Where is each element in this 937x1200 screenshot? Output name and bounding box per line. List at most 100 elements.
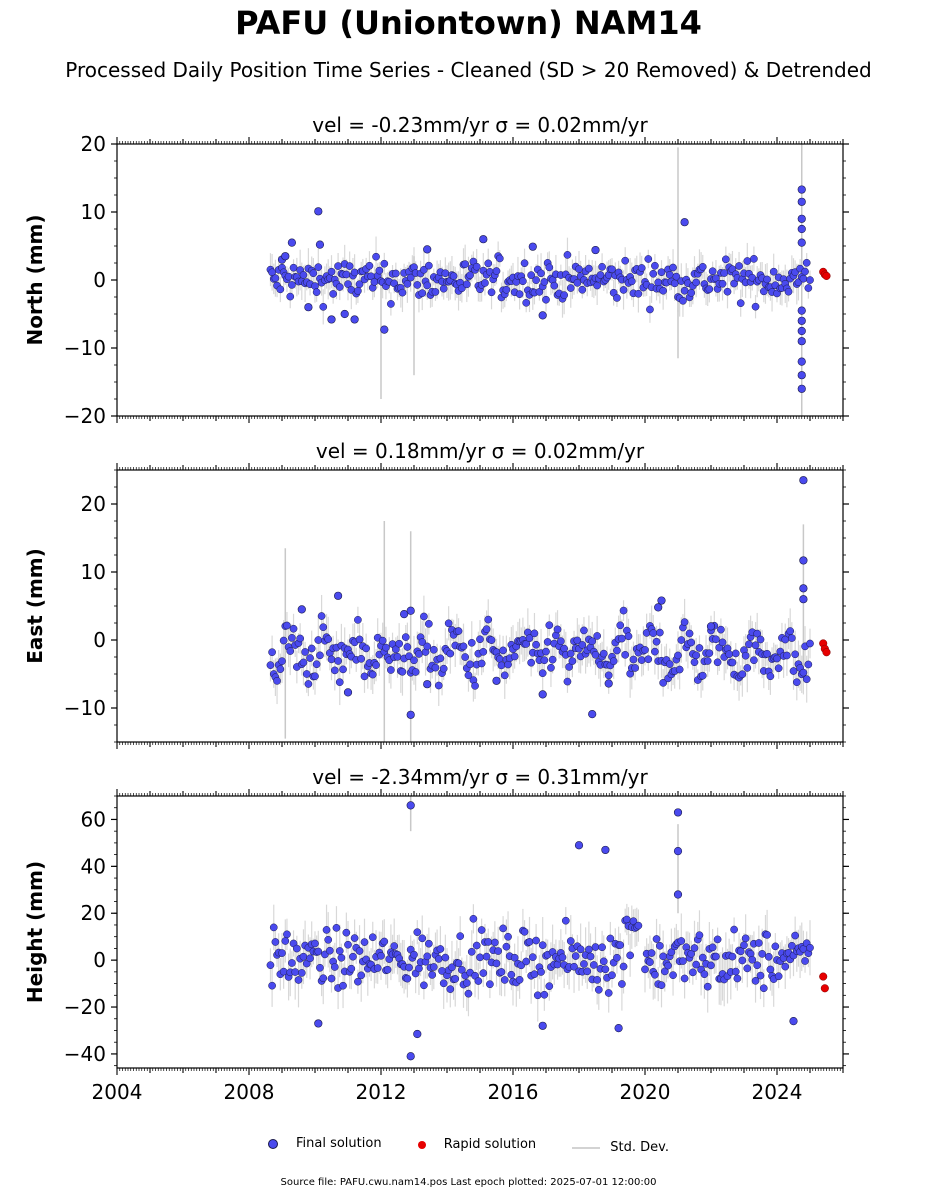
data-point: [484, 938, 493, 946]
data-point: [705, 285, 714, 293]
data-point: [665, 270, 674, 279]
data-point: [486, 980, 494, 989]
data-point: [418, 289, 427, 298]
outlier-point: [797, 384, 806, 393]
data-point: [637, 264, 646, 272]
data-point: [322, 926, 331, 934]
data-point: [736, 947, 745, 956]
data-point: [674, 651, 682, 660]
data-point: [446, 649, 455, 658]
data-point: [545, 263, 554, 272]
data-point: [299, 271, 308, 279]
rapid-solution-point: [822, 271, 831, 280]
data-point: [449, 272, 458, 280]
data-point: [441, 269, 450, 278]
data-point: [665, 660, 674, 668]
data-point: [283, 621, 291, 630]
plot-area: [266, 476, 831, 742]
y-tick-label: 40: [81, 854, 106, 878]
outlier-point: [604, 679, 613, 688]
data-point: [537, 269, 545, 278]
data-point: [382, 643, 390, 652]
data-point: [680, 618, 689, 626]
data-point: [477, 926, 486, 934]
outlier-point: [406, 710, 415, 719]
data-point: [439, 284, 448, 293]
data-point: [698, 263, 707, 271]
outlier-point: [492, 676, 501, 685]
outlier-point: [315, 240, 325, 249]
data-point: [349, 952, 357, 961]
outlier-point: [350, 315, 359, 324]
data-point: [342, 270, 351, 279]
data-point: [372, 661, 380, 669]
data-point: [616, 941, 625, 949]
std-dev-bars: [269, 521, 811, 742]
data-point: [420, 981, 428, 990]
data-point: [641, 965, 649, 974]
data-point: [784, 287, 793, 296]
data-point: [415, 650, 423, 658]
data-point: [395, 639, 403, 648]
data-point: [472, 941, 481, 950]
outlier-point: [797, 357, 806, 366]
data-point: [484, 259, 493, 268]
data-point: [487, 636, 496, 644]
data-point: [571, 952, 580, 960]
data-point: [335, 678, 344, 687]
data-point: [357, 971, 366, 980]
data-point: [461, 653, 469, 661]
y-tick-label: 0: [93, 948, 106, 972]
data-point: [284, 272, 293, 281]
y-tick-label: 60: [81, 807, 106, 831]
data-point: [740, 941, 748, 950]
data-point: [492, 959, 501, 968]
data-point: [759, 287, 768, 296]
data-point: [520, 927, 529, 936]
data-point: [314, 263, 323, 271]
data-point: [420, 612, 428, 621]
data-point: [288, 959, 296, 967]
data-point: [669, 971, 677, 979]
data-point: [314, 636, 323, 644]
data-point: [329, 290, 337, 298]
data-point: [410, 656, 418, 665]
data-point: [692, 651, 701, 660]
outlier-point: [799, 595, 808, 604]
data-point: [750, 656, 758, 665]
data-point: [608, 971, 616, 980]
outlier-point: [657, 596, 666, 605]
data-point: [542, 295, 550, 304]
outlier-point: [574, 841, 584, 850]
outlier-point: [423, 680, 432, 689]
data-point: [738, 956, 747, 965]
data-point: [522, 957, 531, 966]
data-point: [725, 650, 734, 659]
data-point: [723, 287, 732, 296]
data-point: [410, 950, 418, 959]
data-point: [271, 274, 280, 283]
data-point: [439, 979, 448, 988]
data-point: [680, 974, 689, 983]
outlier-point: [400, 610, 409, 619]
data-point: [695, 931, 704, 940]
outlier-point: [797, 214, 806, 223]
data-point: [781, 962, 790, 971]
data-point: [342, 928, 351, 937]
outlier-point: [340, 309, 349, 319]
data-point: [515, 975, 524, 984]
data-point: [476, 953, 484, 962]
data-point: [330, 963, 339, 971]
outlier-point: [799, 476, 808, 485]
panel-title: vel = 0.18mm/yr σ = 0.02mm/yr: [316, 439, 645, 463]
outlier-point: [706, 622, 716, 631]
data-point: [613, 646, 621, 655]
data-point: [434, 681, 443, 690]
data-point: [495, 655, 504, 663]
data-point: [743, 664, 752, 672]
data-point: [425, 619, 433, 628]
data-point: [451, 975, 460, 983]
data-point: [413, 928, 422, 937]
data-point: [532, 936, 540, 945]
data-point: [573, 278, 582, 287]
